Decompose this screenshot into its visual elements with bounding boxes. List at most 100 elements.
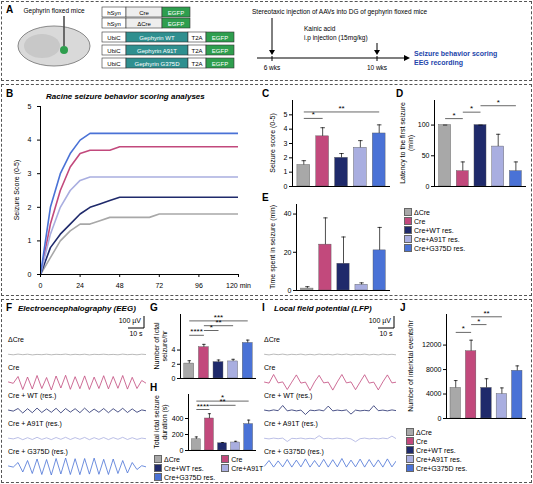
svg-text:*: *: [210, 323, 213, 332]
html-text:Cre+A91T res.: Cre+A91T res.: [414, 236, 460, 243]
svg-text:hSyn: hSyn: [107, 21, 121, 27]
svg-text:EGFP: EGFP: [212, 48, 228, 54]
svg-text:UbiC: UbiC: [107, 61, 121, 67]
svg-text:EGFP: EGFP: [168, 21, 184, 27]
html-text:ΔCre: ΔCre: [414, 209, 430, 216]
svg-text:4: 4: [28, 136, 32, 143]
svg-text:4: 4: [284, 125, 288, 132]
svg-text:Gephyrin floxed mice: Gephyrin floxed mice: [23, 7, 84, 15]
svg-text:3: 3: [284, 140, 288, 147]
svg-text:0: 0: [426, 183, 430, 190]
svg-text:***: ***: [214, 313, 223, 322]
svg-text:hSyn: hSyn: [107, 10, 121, 16]
svg-text:200: 200: [172, 431, 184, 438]
svg-text:UbiC: UbiC: [107, 48, 121, 54]
svg-text:120 min: 120 min: [226, 282, 251, 289]
svg-text:96: 96: [195, 282, 203, 289]
svg-text:20: 20: [284, 249, 292, 256]
svg-text:Stereotaxic injection of AAVs: Stereotaxic injection of AAVs into DG of…: [252, 8, 427, 16]
html-text:Total ictal seizure duration (: Total ictal seizure duration (s): [152, 395, 168, 449]
svg-text:Kainic acid: Kainic acid: [304, 25, 336, 32]
html-text:Latency to the first seizure (: Latency to the first seizure (min): [398, 102, 414, 184]
html-text:Number of ictal seizure/hr: Number of ictal seizure/hr: [152, 322, 168, 370]
svg-text:4: 4: [172, 346, 176, 353]
svg-text:48: 48: [116, 282, 124, 289]
svg-text:10 s: 10 s: [379, 330, 393, 337]
html-text:Cre+G375D res.: Cre+G375D res.: [414, 245, 466, 252]
html-text:Seizure Score (0-5): Seizure Score (0-5): [12, 159, 20, 221]
svg-text:8000: 8000: [426, 366, 442, 373]
svg-text:100 µV: 100 µV: [369, 317, 392, 325]
svg-text:T2A: T2A: [191, 61, 202, 67]
svg-text:Gephyrin A91T: Gephyrin A91T: [137, 48, 177, 54]
svg-text:*: *: [452, 111, 455, 120]
svg-text:72: 72: [155, 282, 163, 289]
svg-text:Gephyrin G375D: Gephyrin G375D: [134, 61, 180, 67]
html-text:E: E: [262, 192, 269, 203]
svg-text:12000: 12000: [422, 341, 442, 348]
svg-text:*: *: [462, 324, 465, 333]
svg-text:EGFP: EGFP: [168, 10, 184, 16]
html-text:D: D: [396, 88, 404, 99]
html-text:Local field potential (LFP): Local field potential (LFP): [274, 304, 372, 313]
svg-text:1: 1: [28, 237, 32, 244]
svg-text:T2A: T2A: [191, 35, 202, 41]
svg-text:3: 3: [28, 170, 32, 177]
html-text:Racine seizure behavior scorin: Racine seizure behavior scoring analyses: [46, 92, 205, 101]
svg-text:ΔCre: ΔCre: [137, 21, 151, 27]
svg-text:5: 5: [28, 103, 32, 110]
svg-text:4000: 4000: [426, 390, 442, 397]
svg-text:0: 0: [39, 282, 43, 289]
svg-text:0: 0: [172, 375, 176, 382]
html-text:H: H: [150, 382, 158, 393]
svg-text:i.p injection (15mg/kg): i.p injection (15mg/kg): [304, 34, 368, 42]
svg-text:0: 0: [284, 183, 288, 190]
svg-text:10 s: 10 s: [129, 330, 143, 337]
svg-text:10 wks: 10 wks: [367, 64, 388, 71]
svg-text:**: **: [338, 104, 344, 113]
html-text:Seizure score (0-5): Seizure score (0-5): [268, 113, 276, 173]
svg-text:24: 24: [76, 282, 84, 289]
svg-text:100 µV: 100 µV: [119, 317, 142, 325]
svg-text:0: 0: [288, 287, 292, 294]
svg-text:****: ****: [190, 327, 202, 336]
html-text:F: F: [6, 302, 13, 313]
svg-text:40: 40: [284, 210, 292, 217]
svg-text:2: 2: [172, 361, 176, 368]
svg-text:UbiC: UbiC: [107, 35, 121, 41]
svg-text:2: 2: [284, 154, 288, 161]
svg-text:**: **: [483, 309, 489, 318]
svg-text:****: ****: [197, 402, 209, 411]
html-text:Cre+WT res.: Cre+WT res.: [414, 227, 454, 234]
svg-text:EGFP: EGFP: [212, 61, 228, 67]
svg-text:EGFP: EGFP: [212, 35, 228, 41]
html-text:Number of interictal events/hr: Number of interictal events/hr: [406, 320, 414, 412]
svg-text:2: 2: [28, 204, 32, 211]
svg-text:*: *: [312, 110, 315, 119]
svg-text:400: 400: [172, 415, 184, 422]
html-text:Time spent in seizure (min): Time spent in seizure (min): [268, 204, 276, 290]
html-text:B: B: [6, 88, 14, 99]
svg-text:A: A: [6, 4, 13, 15]
svg-text:1: 1: [284, 168, 288, 175]
svg-text:50: 50: [422, 152, 430, 159]
svg-text:100: 100: [418, 121, 430, 128]
svg-text:0: 0: [180, 447, 184, 454]
svg-text:Cre: Cre: [139, 10, 149, 16]
html-text:G: G: [150, 302, 158, 313]
svg-text:T2A: T2A: [191, 48, 202, 54]
svg-text:5: 5: [284, 111, 288, 118]
svg-text:Seizure behavior scoring: Seizure behavior scoring: [414, 50, 497, 58]
html-text:Cre: Cre: [414, 218, 426, 225]
svg-text:Gephyrin WT: Gephyrin WT: [139, 35, 175, 41]
html-text:C: C: [262, 88, 270, 99]
svg-text:*: *: [470, 104, 473, 113]
svg-text:0: 0: [28, 271, 32, 278]
svg-text:*: *: [497, 98, 500, 107]
html-text:Electroencephalography (EEG): Electroencephalography (EEG): [18, 304, 136, 313]
svg-text:0: 0: [438, 415, 442, 422]
svg-text:*: *: [477, 317, 480, 326]
svg-text:*: *: [221, 393, 224, 402]
svg-text:EEG recording: EEG recording: [414, 59, 463, 67]
svg-text:6 wks: 6 wks: [264, 64, 281, 71]
